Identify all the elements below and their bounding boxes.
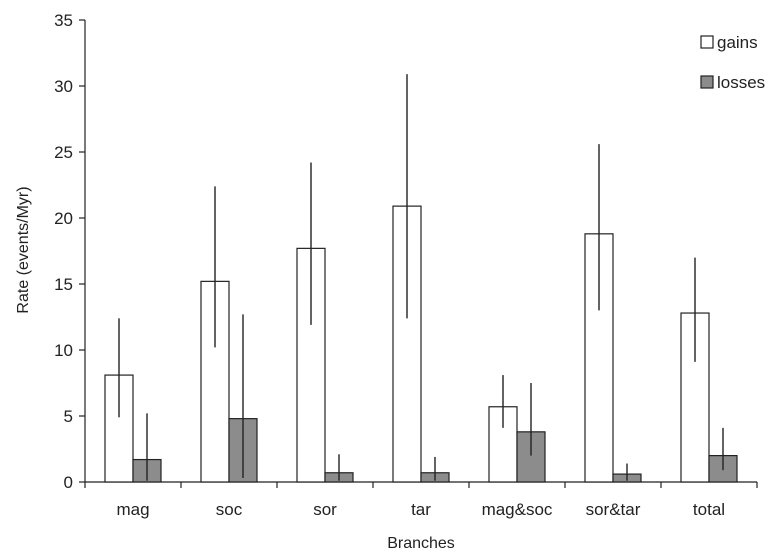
y-tick-label: 15 (54, 275, 73, 294)
x-tick-label: mag (116, 500, 149, 519)
x-tick-label: sor&tar (586, 500, 641, 519)
x-tick-label: soc (216, 500, 243, 519)
x-axis-label: Branches (387, 535, 455, 552)
x-tick-label: tar (411, 500, 431, 519)
y-tick-label: 20 (54, 209, 73, 228)
y-tick-label: 25 (54, 143, 73, 162)
error-bars (118, 74, 724, 481)
x-tick-label: total (693, 500, 725, 519)
bars (104, 205, 738, 483)
y-tick-label: 5 (64, 407, 73, 426)
y-axis-label: Rate (events/Myr) (15, 186, 32, 313)
legend-label-gains: gains (717, 33, 758, 52)
y-tick-label: 0 (64, 473, 73, 492)
legend-swatch-gains (700, 35, 714, 49)
legend: gains losses (700, 33, 765, 92)
y-tick-label: 30 (54, 77, 73, 96)
legend-swatch-losses (700, 75, 714, 89)
legend-label-losses: losses (717, 73, 765, 92)
x-tick-label: sor (313, 500, 337, 519)
y-tick-label: 35 (54, 11, 73, 30)
y-axis: 0 5 10 15 20 25 30 35 (54, 11, 86, 492)
y-tick-label: 10 (54, 341, 73, 360)
x-tick-label: mag&soc (482, 500, 553, 519)
x-axis: mag soc sor tar mag&soc sor&tar total (84, 481, 758, 519)
